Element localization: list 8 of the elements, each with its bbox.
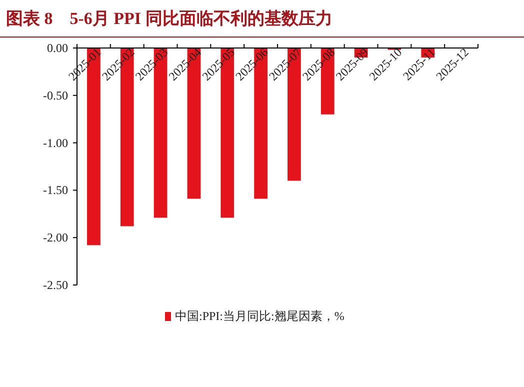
y-tick-label: -2.50 [43, 278, 68, 292]
y-tick-label: -1.50 [43, 183, 68, 198]
y-tick-label: -2.00 [43, 230, 68, 245]
y-tick-label: -1.00 [43, 136, 68, 150]
legend-label: 中国:PPI:当月同比:翘尾因素，% [175, 309, 344, 323]
y-tick-label: 0.00 [47, 41, 68, 55]
y-tick-label: -0.50 [43, 88, 68, 102]
chart-title: 图表 8 5-6月 PPI 同比面临不利的基数压力 [6, 9, 332, 28]
